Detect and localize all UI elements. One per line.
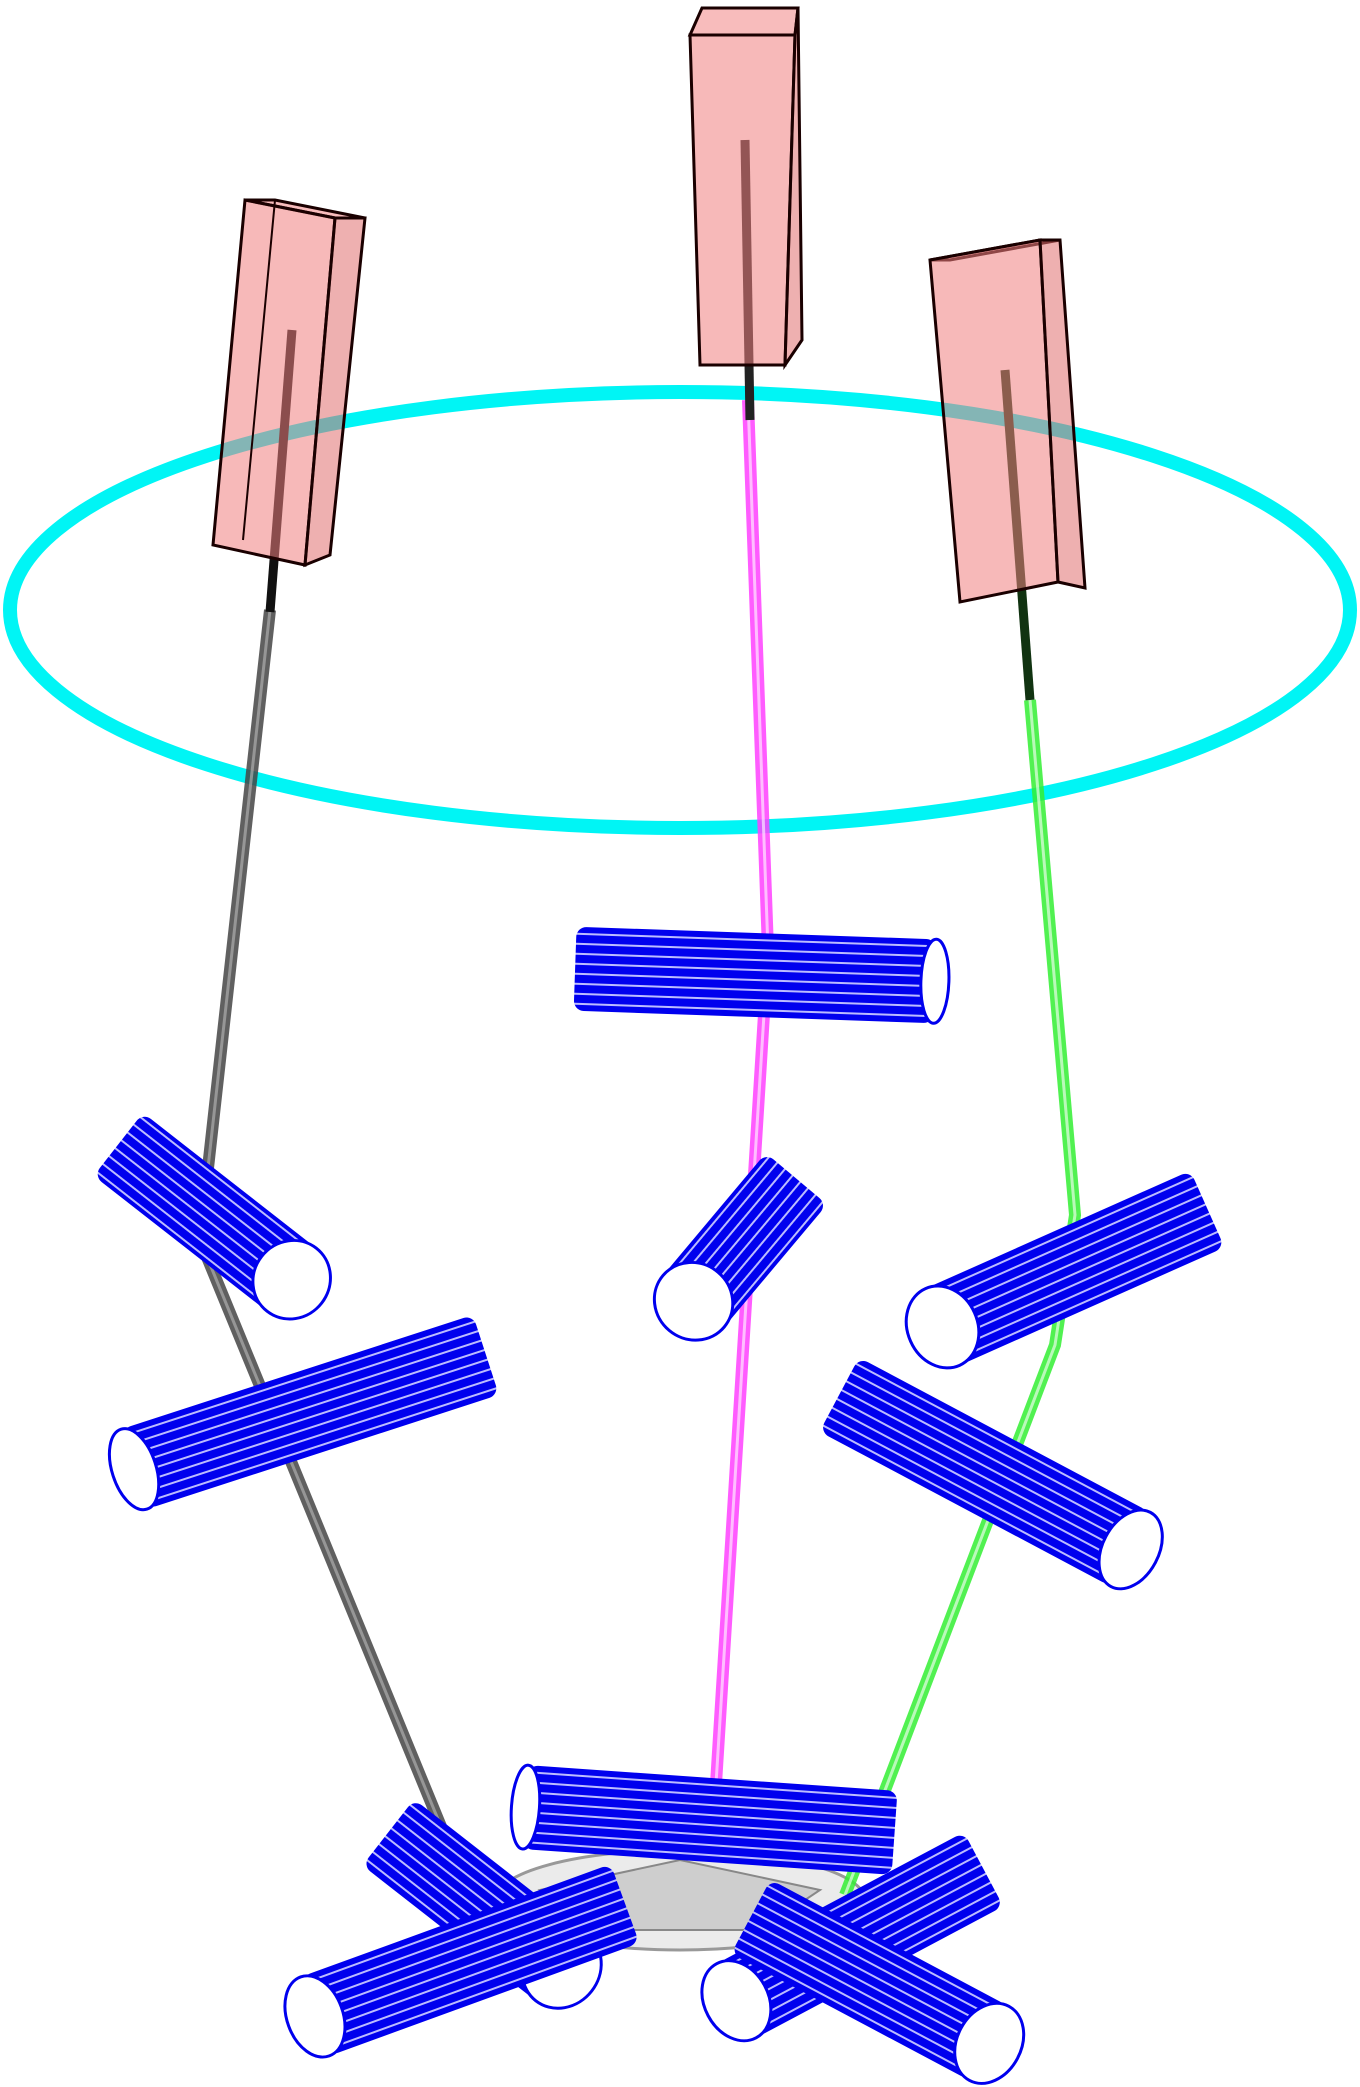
roller-1: [573, 927, 951, 1025]
roller-4: [904, 1173, 1222, 1370]
center-actuator: [687, 6, 804, 371]
cyan-ring: [3, 385, 1357, 835]
roller-7: [509, 1763, 897, 1875]
roller-2: [97, 1116, 332, 1321]
right-actuator: [928, 238, 1087, 604]
roller-5: [107, 1317, 497, 1512]
roller-9: [283, 1866, 637, 2059]
black-strut: [193, 329, 471, 1888]
roller-6: [823, 1360, 1164, 1591]
roller-3: [652, 1157, 823, 1342]
roller-11: [734, 1883, 1026, 2085]
left-actuator: [211, 198, 367, 568]
